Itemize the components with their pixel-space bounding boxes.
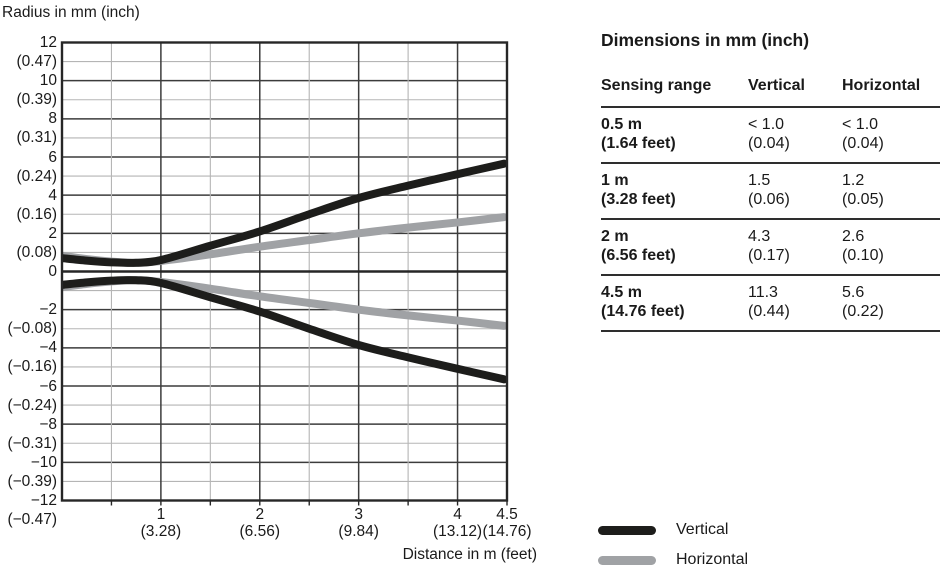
cell-range: 0.5 m (1.64 feet) [601,107,748,164]
horizontal-mm: 5.6 [842,284,865,301]
vertical-line-swatch-icon [598,525,656,535]
cell-range: 4.5 m (14.76 feet) [601,275,748,332]
legend-item-horizontal: Horizontal [598,549,748,571]
horizontal-inch: (0.04) [842,135,884,152]
table-header-row: Sensing range Vertical Horizontal [601,77,940,108]
vertical-inch: (0.44) [748,303,790,320]
vertical-mm: 11.3 [748,284,778,301]
dimensions-panel: Dimensions in mm (inch) Sensing range Ve… [601,30,940,332]
legend-label-horizontal: Horizontal [676,551,749,568]
table-row: 0.5 m (1.64 feet) < 1.0 (0.04) < 1.0 (0.04) [601,107,940,164]
curves-group [62,159,507,384]
range-mm: 1 m [601,172,629,189]
legend-item-vertical: Vertical [598,519,748,541]
cell-horizontal: 2.6 (0.10) [842,219,940,276]
header-vertical: Vertical [748,77,842,108]
x-axis-title: Distance in m (feet) [402,546,537,563]
dimensions-table: Sensing range Vertical Horizontal 0.5 m (… [601,77,940,332]
range-mm: 0.5 m [601,116,642,133]
vertical-curve-lower [62,276,507,384]
vertical-inch: (0.04) [748,135,790,152]
vertical-mm: < 1.0 [748,116,785,133]
horizontal-mm: 2.6 [842,228,865,245]
chart-plot-area [60,41,509,506]
horizontal-inch: (0.05) [842,191,884,208]
horizontal-mm: 1.2 [842,172,865,189]
cell-horizontal: 5.6 (0.22) [842,275,940,332]
cell-horizontal: < 1.0 (0.04) [842,107,940,164]
legend-label-vertical: Vertical [676,521,729,538]
y-axis-title: Radius in mm (inch) [2,4,140,21]
plot-border [60,41,509,502]
horizontal-inch: (0.22) [842,303,884,320]
range-feet: (6.56 feet) [601,247,676,264]
cell-vertical: 4.3 (0.17) [748,219,842,276]
range-feet: (1.64 feet) [601,135,676,152]
range-feet: (14.76 feet) [601,303,685,320]
cell-vertical: 1.5 (0.06) [748,163,842,220]
range-mm: 4.5 m [601,284,642,301]
table-row: 2 m (6.56 feet) 4.3 (0.17) 2.6 (0.10) [601,219,940,276]
header-sensing-range: Sensing range [601,77,748,108]
cell-range: 1 m (3.28 feet) [601,163,748,220]
range-mm: 2 m [601,228,629,245]
vertical-inch: (0.06) [748,191,790,208]
table-row: 4.5 m (14.76 feet) 11.3 (0.44) 5.6 (0.22) [601,275,940,332]
cell-vertical: < 1.0 (0.04) [748,107,842,164]
vertical-mm: 4.3 [748,228,771,245]
range-feet: (3.28 feet) [601,191,676,208]
beam-radius-chart: Radius in mm (inch) 12 (0.47) 10 (0.39) 8 (0.… [2,4,537,563]
chart-legend: Vertical Horizontal [598,519,748,575]
horizontal-line-swatch-icon [598,555,656,565]
cell-horizontal: 1.2 (0.05) [842,163,940,220]
vertical-mm: 1.5 [748,172,771,189]
horizontal-mm: < 1.0 [842,116,879,133]
vertical-inch: (0.17) [748,247,790,264]
cell-vertical: 11.3 (0.44) [748,275,842,332]
table-title: Dimensions in mm (inch) [601,30,810,50]
vertical-curve-upper [62,159,507,267]
cell-range: 2 m (6.56 feet) [601,219,748,276]
table-row: 1 m (3.28 feet) 1.5 (0.06) 1.2 (0.05) [601,163,940,220]
header-horizontal: Horizontal [842,77,940,108]
horizontal-inch: (0.10) [842,247,884,264]
